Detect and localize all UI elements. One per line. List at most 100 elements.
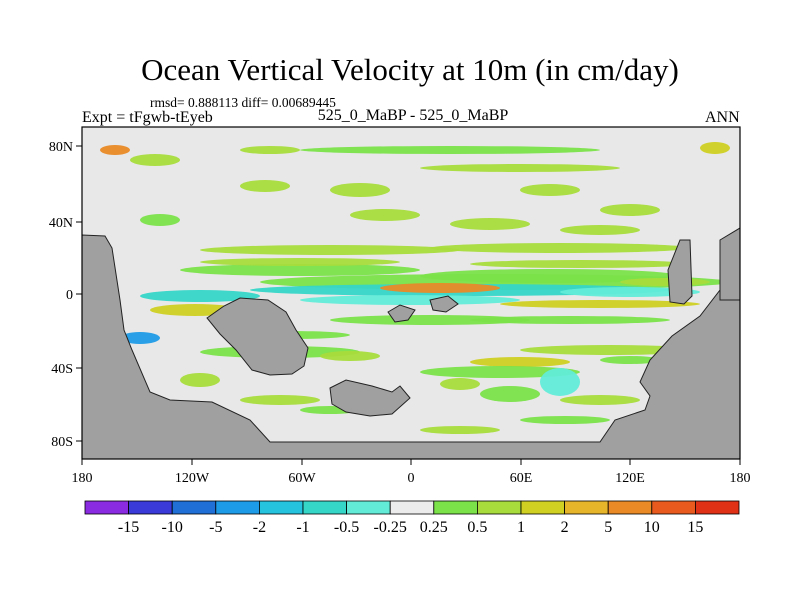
colorbar-swatch — [476, 500, 522, 515]
x-tick-label: 120E — [615, 471, 645, 486]
velocity-patch — [240, 146, 300, 154]
land-small-island-south — [329, 379, 411, 417]
velocity-patch — [500, 300, 700, 308]
velocity-patch — [240, 395, 320, 405]
x-tick-label: 180 — [72, 471, 93, 486]
velocity-patch — [140, 290, 260, 302]
colorbar-swatch — [346, 500, 391, 515]
colorbar-label: -10 — [162, 519, 183, 536]
y-tick-label: 80N — [49, 140, 73, 155]
colorbar-swatch — [651, 500, 696, 515]
velocity-patch — [480, 386, 540, 402]
velocity-patch — [600, 356, 660, 364]
velocity-patch — [700, 142, 730, 154]
velocity-patch — [560, 287, 700, 297]
velocity-patch — [450, 218, 530, 230]
velocity-patch — [470, 316, 670, 324]
colorbar-swatch — [389, 500, 435, 515]
velocity-patch — [200, 245, 460, 255]
velocity-patch — [130, 154, 180, 166]
land-small-island-central — [387, 304, 416, 323]
velocity-patch — [600, 204, 660, 216]
colorbar-swatch — [215, 500, 260, 515]
colorbar-label: 15 — [687, 519, 703, 536]
x-tick-label: 0 — [408, 471, 415, 486]
land-masses — [82, 227, 740, 459]
y-tick-label: 0 — [66, 288, 73, 303]
stats-line: rmsd= 0.888113 diff= 0.00689445 — [150, 95, 336, 110]
velocity-patch — [440, 378, 480, 390]
x-tick-label: 60W — [288, 471, 316, 486]
x-axis: 180 120W 60W 0 60E 120E 180 — [72, 459, 751, 486]
colorbar-swatch — [84, 500, 129, 515]
velocity-patch — [430, 243, 690, 253]
velocity-patch — [620, 278, 710, 286]
experiment-label: Expt = tFgwb-tEyeb — [82, 109, 213, 126]
y-tick-label: 40S — [51, 362, 73, 377]
velocity-patch — [470, 260, 690, 268]
x-tick-label: 60E — [510, 471, 533, 486]
colorbar-swatch — [128, 500, 173, 515]
velocity-patch — [100, 145, 130, 155]
velocity-patch — [540, 368, 580, 396]
y-tick-label: 40N — [49, 216, 73, 231]
colorbar-swatch — [564, 500, 609, 515]
velocity-patch — [180, 264, 420, 276]
colorbar-label: -15 — [118, 519, 139, 536]
velocity-patch — [120, 332, 160, 344]
colorbar-swatch — [258, 500, 304, 515]
velocity-patch — [420, 164, 620, 172]
velocity-patch — [420, 426, 500, 434]
colorbar-swatch — [520, 500, 565, 515]
velocity-patch — [520, 184, 580, 196]
land-east-coast — [719, 227, 740, 301]
season-label: ANN — [705, 109, 740, 126]
colorbar-swatch — [302, 500, 347, 515]
colorbar-label: -1 — [296, 519, 309, 536]
chart-title: Ocean Vertical Velocity at 10m (in cm/da… — [141, 52, 679, 87]
x-tick-label: 180 — [730, 471, 751, 486]
velocity-patch — [560, 395, 640, 405]
velocity-patch — [140, 214, 180, 226]
colorbar-swatch — [433, 500, 478, 515]
x-tick-label: 120W — [175, 471, 210, 486]
colorbar-swatch — [607, 500, 653, 515]
y-axis: 80N 40N 0 40S 80S — [49, 140, 82, 450]
velocity-patch — [330, 183, 390, 197]
colorbar-swatch — [171, 500, 217, 515]
velocity-patch — [520, 416, 610, 424]
land-west-coast — [82, 234, 740, 459]
velocity-patch — [560, 225, 640, 235]
velocity-patch — [240, 180, 290, 192]
colorbar-label: -5 — [209, 519, 222, 536]
colorbar-label: 5 — [604, 519, 612, 536]
velocity-field — [100, 142, 730, 434]
colorbar-label: 2 — [561, 519, 569, 536]
colorbar-label: -0.5 — [334, 519, 359, 536]
velocity-patch — [350, 209, 420, 221]
colorbar-label: 10 — [644, 519, 660, 536]
land-small-island-east — [429, 295, 459, 313]
colorbar-label: -2 — [253, 519, 266, 536]
velocity-patch — [330, 315, 530, 325]
y-tick-label: 80S — [51, 435, 73, 450]
velocity-patch — [300, 295, 520, 305]
colorbar-label: 0.25 — [420, 519, 448, 536]
velocity-patch — [180, 373, 220, 387]
velocity-patch — [300, 146, 600, 154]
velocity-patch — [520, 345, 700, 355]
velocity-patch — [470, 357, 570, 367]
colorbar-label: -0.25 — [374, 519, 407, 536]
velocity-patch — [420, 366, 580, 378]
velocity-patch — [320, 351, 380, 361]
colorbar-label: 0.5 — [467, 519, 487, 536]
land-east-pillar — [667, 239, 693, 305]
colorbar-label: 1 — [517, 519, 525, 536]
velocity-patch — [380, 283, 500, 293]
velocity-patch — [420, 269, 680, 283]
colorbar: -15 -10 -5 -2 -1 -0.5 -0.25 0.25 0.5 1 2 5 10 15 — [84, 500, 740, 536]
velocity-patch — [200, 258, 400, 266]
case-subtitle: 525_0_MaBP - 525_0_MaBP — [317, 107, 509, 124]
land-interior-south-america — [206, 297, 309, 376]
